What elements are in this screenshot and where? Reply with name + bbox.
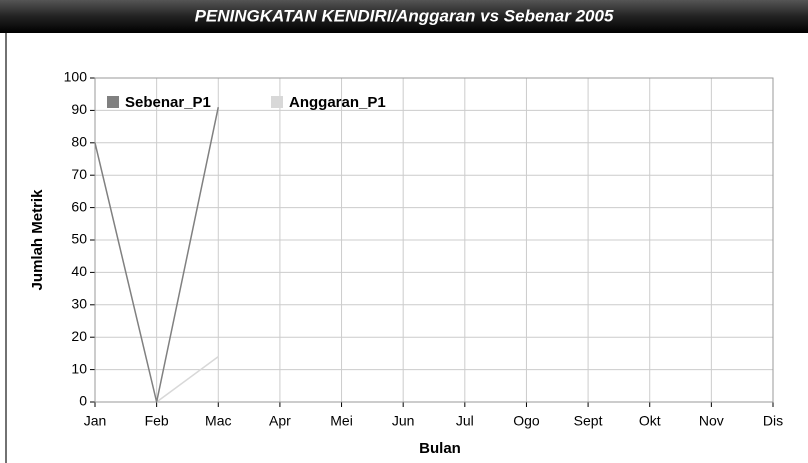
x-tick-label: Ogo bbox=[513, 413, 540, 429]
legend-swatch bbox=[107, 96, 119, 108]
y-tick-label: 30 bbox=[71, 296, 87, 312]
y-tick-label: 90 bbox=[71, 101, 87, 117]
x-tick-label: Sept bbox=[574, 413, 603, 429]
y-tick-label: 100 bbox=[64, 69, 88, 85]
legend-label: Sebenar_P1 bbox=[125, 94, 211, 111]
y-tick-label: 40 bbox=[71, 263, 87, 279]
legend-label: Anggaran_P1 bbox=[289, 94, 386, 111]
x-tick-label: Jan bbox=[84, 413, 107, 429]
series-line bbox=[156, 356, 219, 403]
x-tick-label: Jun bbox=[392, 413, 415, 429]
x-tick-label: Dis bbox=[763, 413, 783, 429]
x-tick-label: Okt bbox=[639, 413, 661, 429]
x-tick-label: Mac bbox=[205, 413, 231, 429]
y-tick-label: 0 bbox=[79, 393, 87, 409]
x-tick-label: Jul bbox=[456, 413, 474, 429]
y-tick-label: 60 bbox=[71, 198, 87, 214]
y-tick-label: 10 bbox=[71, 360, 87, 376]
y-tick-label: 50 bbox=[71, 231, 87, 247]
legend-swatch bbox=[271, 96, 283, 108]
y-tick-label: 20 bbox=[71, 328, 87, 344]
y-axis-title: Jumlah Metrik bbox=[29, 189, 46, 291]
series-line bbox=[94, 107, 220, 403]
chart-title: PENINGKATAN KENDIRI/Anggaran vs Sebenar … bbox=[195, 6, 614, 25]
x-tick-label: Feb bbox=[145, 413, 169, 429]
y-tick-label: 80 bbox=[71, 134, 87, 150]
y-tick-label: 70 bbox=[71, 166, 87, 182]
x-tick-label: Mei bbox=[330, 413, 353, 429]
plot-border bbox=[94, 77, 774, 403]
x-axis-title: Bulan bbox=[419, 440, 461, 457]
x-tick-label: Apr bbox=[269, 413, 291, 429]
title-bar bbox=[0, 0, 808, 33]
x-tick-label: Nov bbox=[699, 413, 724, 429]
